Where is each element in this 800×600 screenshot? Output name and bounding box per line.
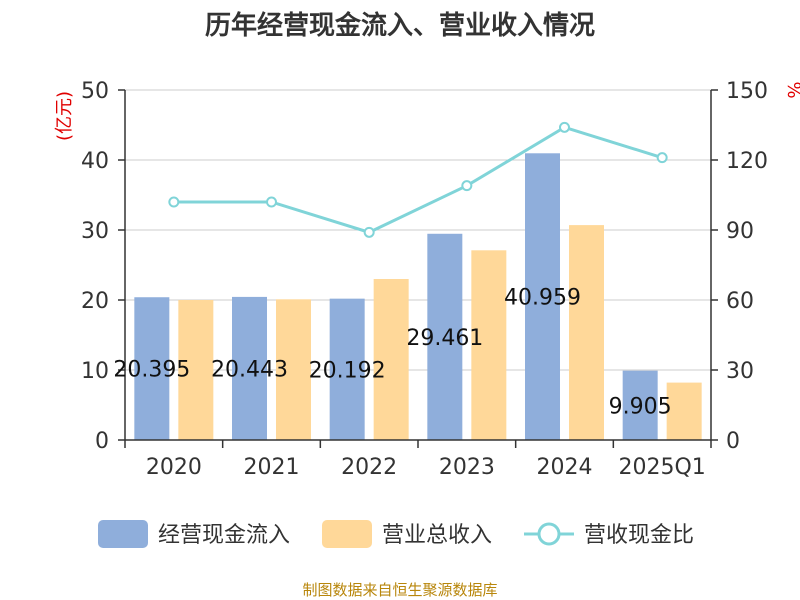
right-tick-label: 120 (726, 149, 768, 174)
ratio-point (656, 152, 668, 164)
grid-lines (125, 89, 711, 371)
legend: 经营现金流入 营业总收入 营收现金比 (98, 520, 694, 548)
ratio-point (168, 196, 180, 208)
left-tick-label: 40 (81, 149, 109, 174)
x-tick-label: 2020 (146, 455, 202, 480)
ratio-point (461, 180, 473, 192)
bar-cash-inflow (427, 233, 463, 440)
source-note: 制图数据来自恒生聚源数据库 (302, 581, 497, 599)
data-label: 20.192 (309, 358, 386, 383)
left-tick-label: 50 (81, 79, 109, 104)
bar-cash-inflow (232, 296, 267, 440)
ratio-point (363, 226, 375, 238)
bar-cash-inflow (329, 298, 365, 440)
bar-revenue (276, 299, 311, 440)
bar-revenue (666, 382, 702, 440)
bar-revenue (178, 300, 214, 440)
legend-label-ratio: 营收现金比 (584, 523, 694, 548)
left-tick-label: 0 (95, 429, 109, 454)
ratio-line (168, 121, 668, 238)
right-tick-label: 60 (726, 289, 754, 314)
bar-revenue (569, 225, 604, 440)
left-axis-unit: (亿元) (54, 91, 75, 141)
right-tick-label: 30 (726, 359, 754, 384)
right-tick-label: 0 (726, 429, 740, 454)
left-tick-label: 10 (81, 359, 109, 384)
bars (134, 153, 702, 441)
data-labels: 20.395 20.443 20.192 29.461 40.959 9.905 (113, 286, 671, 420)
legend-swatch-cash-inflow (98, 520, 148, 548)
right-axis-unit: % (783, 81, 800, 98)
x-tick-label: 2025Q1 (619, 455, 706, 480)
left-tick-label: 30 (81, 219, 109, 244)
bar-revenue (373, 279, 409, 440)
bar-cash-inflow (525, 153, 560, 441)
chart-title: 历年经营现金流入、营业收入情况 (205, 10, 595, 41)
tick-labels: 0 0 10 30 20 60 30 90 40 120 50 150 2020 2021 2022 2023… (81, 79, 768, 480)
x-tick-label: 2022 (341, 455, 397, 480)
data-label: 29.461 (406, 326, 483, 351)
ratio-point (266, 196, 277, 208)
data-label: 40.959 (504, 286, 581, 311)
data-label: 20.443 (211, 357, 288, 382)
bar-cash-inflow (622, 370, 658, 440)
x-tick-label: 2023 (439, 455, 495, 480)
axes (118, 89, 718, 448)
ratio-point (559, 121, 570, 133)
x-tick-label: 2024 (537, 455, 593, 480)
legend-swatch-ratio-marker (537, 522, 561, 546)
x-tick-label: 2021 (244, 455, 300, 480)
data-label: 9.905 (609, 394, 672, 419)
right-tick-label: 150 (726, 79, 768, 104)
legend-label-cash-inflow: 经营现金流入 (158, 523, 290, 548)
bar-cash-inflow (134, 297, 170, 440)
data-label: 20.395 (113, 358, 190, 383)
left-tick-label: 20 (81, 289, 109, 314)
ratio-line-path (173, 125, 663, 234)
legend-label-revenue: 营业总收入 (382, 523, 492, 548)
right-tick-label: 90 (726, 219, 754, 244)
legend-swatch-revenue (322, 520, 372, 548)
bar-revenue (471, 250, 507, 440)
